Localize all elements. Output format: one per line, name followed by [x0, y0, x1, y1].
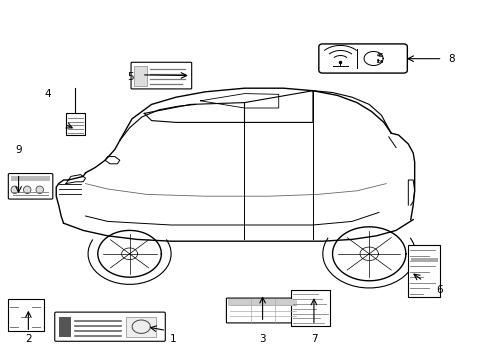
Text: 4G
lte: 4G lte — [376, 53, 383, 64]
Text: 1: 1 — [170, 334, 177, 345]
FancyBboxPatch shape — [8, 174, 53, 199]
Text: 8: 8 — [447, 54, 454, 64]
Bar — [66, 113, 84, 135]
FancyBboxPatch shape — [55, 312, 165, 341]
Bar — [59, 317, 71, 337]
Ellipse shape — [11, 186, 19, 194]
Bar — [290, 290, 329, 326]
FancyBboxPatch shape — [131, 62, 191, 89]
FancyBboxPatch shape — [318, 44, 407, 73]
Text: 2: 2 — [25, 334, 32, 345]
Ellipse shape — [36, 186, 43, 194]
Ellipse shape — [23, 186, 31, 194]
Bar — [134, 66, 147, 86]
Bar — [126, 317, 156, 337]
Bar — [407, 245, 439, 297]
Text: 9: 9 — [15, 145, 22, 156]
Bar — [228, 299, 297, 306]
Text: 6: 6 — [435, 285, 442, 295]
Text: 4: 4 — [44, 89, 51, 99]
Text: 7: 7 — [310, 334, 317, 344]
Text: 3: 3 — [259, 334, 265, 344]
Bar — [11, 176, 50, 181]
FancyBboxPatch shape — [226, 298, 299, 323]
Bar — [410, 258, 437, 262]
Text: 5: 5 — [126, 72, 133, 82]
Bar — [8, 299, 44, 331]
